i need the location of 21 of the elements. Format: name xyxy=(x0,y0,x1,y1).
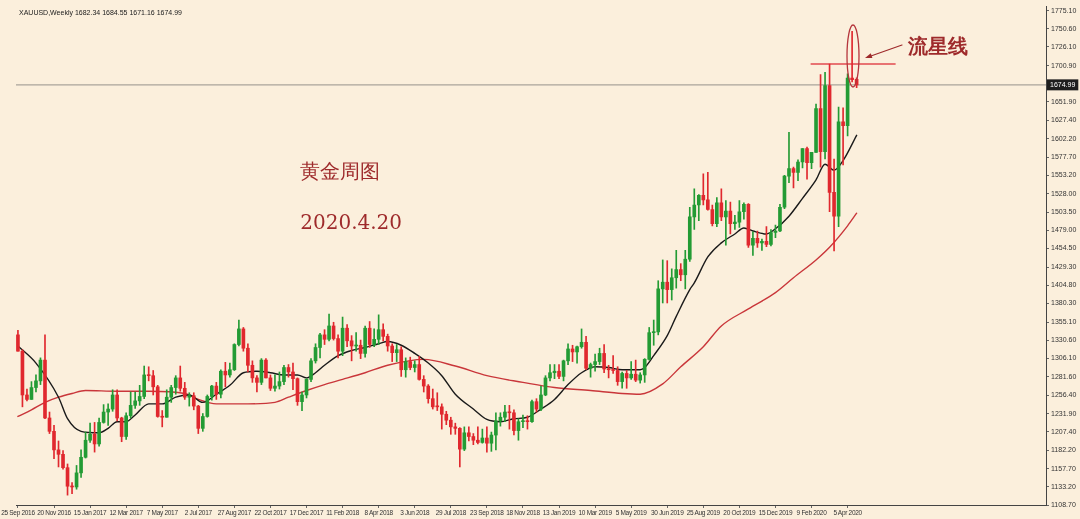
candlestick xyxy=(521,414,525,428)
annotation: 2020.4.20 xyxy=(300,209,403,234)
candlestick xyxy=(394,344,399,362)
candlestick xyxy=(665,260,670,304)
candlestick xyxy=(841,107,845,166)
candlestick xyxy=(850,31,854,83)
candlestick xyxy=(724,200,728,246)
candlestick xyxy=(187,392,192,407)
candlestick xyxy=(733,215,737,230)
candlestick xyxy=(476,426,480,445)
candlestick xyxy=(629,361,633,380)
candlestick xyxy=(273,374,277,392)
candlestick xyxy=(106,403,110,426)
candlestick xyxy=(787,132,791,184)
candlestick xyxy=(701,173,706,206)
line-series xyxy=(17,212,858,418)
candlestick xyxy=(593,353,597,372)
candlestick xyxy=(660,259,665,304)
annotation: 黄金周图 xyxy=(300,158,381,183)
annotation: 流星线 xyxy=(907,33,969,58)
candlestick xyxy=(760,238,764,251)
